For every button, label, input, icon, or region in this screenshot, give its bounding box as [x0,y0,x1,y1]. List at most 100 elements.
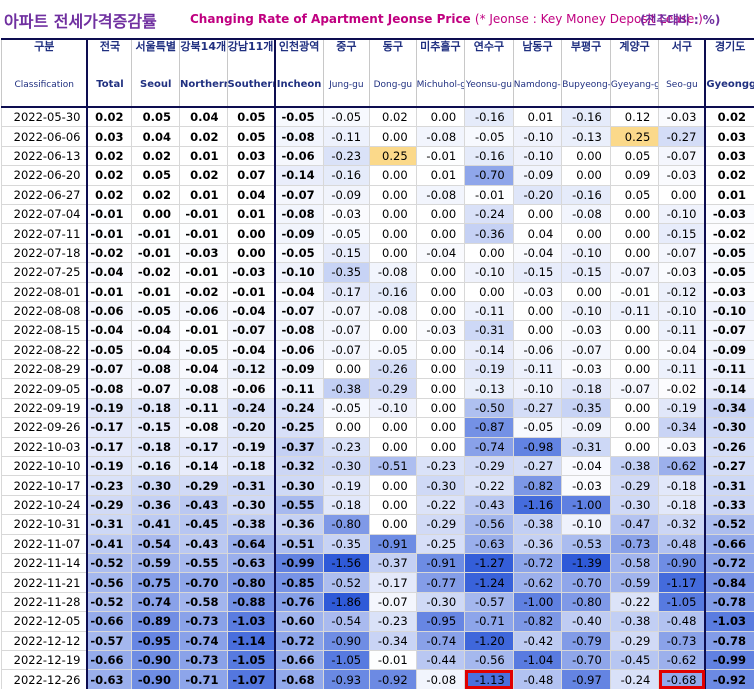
data-cell: -0.10 [512,378,562,399]
data-cell: 0.01 [704,184,754,205]
data-cell: -0.73 [658,630,706,651]
data-cell: -0.66 [704,533,754,554]
data-cell: 0.00 [415,262,465,283]
data-cell: -0.29 [609,630,659,651]
data-cell: -0.41 [131,514,180,535]
data-cell: -0.10 [512,126,562,147]
data-cell: -0.01 [415,145,465,166]
data-cell: -0.03 [226,262,275,283]
data-cell: -0.04 [512,242,562,263]
data-cell: -0.05 [131,300,180,321]
table-row: 2022-06-06 0.03 0.04 0.02 0.05 -0.08 -0.11 0.00… [1,126,754,147]
data-cell: 0.00 [415,203,465,224]
data-cell: -0.20 [512,184,562,205]
data-cell: 0.02 [179,165,228,186]
row-date: 2022-07-25 [1,262,88,283]
data-cell: 0.00 [415,281,465,302]
data-cell: -0.70 [561,649,611,670]
data-cell: -0.07 [273,300,324,321]
data-cell: -1.86 [322,591,370,612]
row-date: 2022-06-06 [1,126,88,147]
data-cell: -0.30 [131,475,180,496]
row-date: 2022-11-07 [1,533,88,554]
data-cell: 0.00 [415,397,465,418]
data-cell: -0.09 [561,417,611,438]
header-col-kr: 계양구 [609,38,659,78]
data-cell: -0.01 [86,223,132,244]
data-cell: 0.00 [415,223,465,244]
data-cell: -0.77 [415,572,465,593]
data-cell: -0.17 [322,281,370,302]
data-cell: -0.08 [369,300,417,321]
data-cell: 0.02 [131,184,180,205]
data-cell: 0.00 [415,436,465,457]
data-cell: -0.17 [179,436,228,457]
data-cell: -0.07 [322,320,370,341]
header-col-kr: 미추홀구 [415,38,465,78]
data-cell: -0.13 [561,126,611,147]
data-cell: -0.18 [131,397,180,418]
data-cell: -0.09 [512,165,562,186]
data-cell: -0.10 [464,262,514,283]
data-cell: -0.37 [369,552,417,573]
data-cell: -0.26 [704,436,754,457]
data-cell: 0.02 [86,106,132,127]
data-cell: -0.74 [179,630,228,651]
data-cell: -0.10 [658,300,706,321]
data-cell: 0.03 [704,145,754,166]
data-cell: -0.29 [86,494,132,515]
data-cell: -0.74 [415,630,465,651]
data-cell: -0.43 [464,494,514,515]
data-cell: -0.01 [226,281,275,302]
data-cell: 0.00 [561,145,611,166]
data-cell: -0.10 [704,300,754,321]
header-col-en: Seo-gu [658,78,706,108]
data-cell: 0.02 [704,165,754,186]
data-cell: -0.07 [131,378,180,399]
table-row: 2022-12-05 -0.66 -0.89 -0.73 -1.03 -0.60 -0.54… [1,611,754,632]
data-cell: -0.06 [512,339,562,360]
data-cell: -0.85 [273,572,324,593]
data-cell: -0.07 [609,262,659,283]
data-cell: 0.00 [415,106,465,127]
data-cell: -0.03 [561,320,611,341]
data-cell: -0.29 [464,456,514,476]
data-cell: -0.95 [131,630,180,651]
data-cell: -0.52 [86,552,132,573]
data-cell: 0.00 [658,184,706,205]
data-cell: -0.16 [369,281,417,302]
data-cell: 0.04 [512,223,562,244]
data-cell: 0.01 [226,203,275,224]
data-cell: -0.08 [273,320,324,341]
data-cell: -0.45 [609,649,659,670]
data-cell: 0.25 [369,145,417,166]
table-row: 2022-08-01 -0.01 -0.01 -0.02 -0.01 -0.04 -0.17… [1,281,754,302]
data-cell: -0.08 [179,378,228,399]
data-cell: -0.10 [561,514,611,535]
data-cell: -0.30 [609,494,659,515]
data-cell: -0.44 [415,649,465,670]
data-cell: 0.07 [226,165,275,186]
data-cell: -0.55 [273,494,324,515]
data-cell: -1.24 [464,572,514,593]
header-col-en: Gyeonggi-do [704,78,754,108]
data-cell: 0.00 [369,242,417,263]
data-cell: 0.00 [369,475,417,496]
data-cell: -0.11 [179,397,228,418]
data-cell: -0.09 [322,184,370,205]
data-cell: -0.62 [512,572,562,593]
data-cell: 0.00 [609,339,659,360]
data-cell: -0.58 [179,591,228,612]
data-cell: -0.15 [658,223,706,244]
header-classification-kr: 구분 [1,38,88,78]
data-cell: -1.17 [658,572,706,593]
data-cell: 0.25 [609,126,659,147]
data-cell: 0.00 [369,165,417,186]
header-col-kr: 부평구 [561,38,611,78]
data-cell: -0.29 [415,514,465,535]
data-cell: -0.04 [561,456,611,476]
data-cell: -0.89 [131,611,180,632]
data-cell: -0.84 [704,572,754,593]
data-cell: -0.99 [704,649,754,670]
data-cell: -0.08 [415,184,465,205]
